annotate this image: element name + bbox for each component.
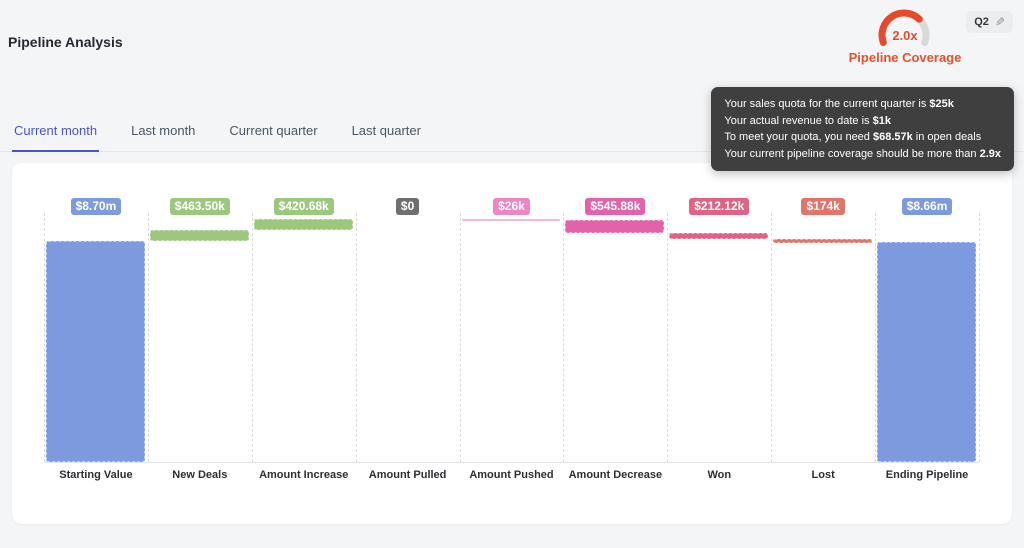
gauge-label: Pipeline Coverage xyxy=(848,50,962,65)
value-badge-slot: $8.70m xyxy=(44,197,148,215)
value-badge: $8.66m xyxy=(901,198,953,215)
waterfall-bar-amount-increase[interactable] xyxy=(253,219,353,230)
waterfall-bar-lost[interactable] xyxy=(773,238,873,244)
value-badge-slot: $174k xyxy=(771,197,875,215)
tab-current-month[interactable]: Current month xyxy=(12,118,100,152)
category-label: Won xyxy=(707,469,732,481)
waterfall-bar-new-deals[interactable] xyxy=(149,229,249,242)
grid-line xyxy=(251,213,253,462)
pipeline-coverage-gauge: 2.0x Pipeline Coverage xyxy=(845,8,965,65)
grid-line xyxy=(771,213,773,462)
value-badge-slot: $463.50k xyxy=(148,197,252,215)
gauge-fill xyxy=(878,9,923,47)
value-badge: $545.88k xyxy=(585,198,646,215)
waterfall-bar-ending-pipeline[interactable] xyxy=(877,242,976,462)
page-title: Pipeline Analysis xyxy=(8,34,123,50)
gauge-arc-icon xyxy=(878,9,930,47)
quarter-label: Q2 xyxy=(974,16,989,28)
waterfall-bar-starting-value[interactable] xyxy=(46,241,145,462)
period-tabs: Current month Last month Current quarter La… xyxy=(0,118,1024,152)
category-label: Amount Decrease xyxy=(568,469,663,481)
waterfall-bar-won[interactable] xyxy=(669,233,769,239)
waterfall-bar-amount-decrease[interactable] xyxy=(565,219,665,234)
pencil-icon: ✎ xyxy=(994,15,1005,29)
tooltip-line-3: To meet your quota, you need $68.57k in … xyxy=(724,131,982,143)
value-badge-slot: $212.12k xyxy=(667,197,771,215)
grid-line xyxy=(355,213,357,462)
value-badge-slot: $26k xyxy=(460,197,564,215)
tab-current-quarter[interactable]: Current quarter xyxy=(229,123,318,138)
grid-line xyxy=(563,213,565,462)
tab-last-month[interactable]: Last month xyxy=(131,123,196,138)
category-label: Amount Pushed xyxy=(469,469,554,481)
grid-line xyxy=(875,213,877,462)
grid-line xyxy=(459,213,461,462)
category-label: Lost xyxy=(811,469,835,481)
tooltip-bold-value: $25k xyxy=(929,98,954,110)
value-badge-slot: $0 xyxy=(356,197,460,215)
value-badge: $8.70m xyxy=(70,198,122,215)
tooltip-bold-value: $1k xyxy=(872,114,891,127)
value-badge: $0 xyxy=(395,198,420,215)
tab-last-quarter[interactable]: Last quarter xyxy=(351,123,421,138)
category-label: New Deals xyxy=(172,469,228,481)
tooltip-bold-value: $68.57k xyxy=(872,131,913,143)
waterfall-chart: $8.70m Starting Value $463.50k New Deals $42… xyxy=(12,163,1012,524)
quota-tooltip: Your sales quota for the current quarter… xyxy=(711,87,1014,171)
category-label: Starting Value xyxy=(59,469,133,481)
category-label: Amount Increase xyxy=(259,469,349,481)
value-badge: $420.68k xyxy=(273,198,334,215)
category-label: Amount Pulled xyxy=(368,469,447,481)
gauge-value: 2.0x xyxy=(892,28,918,43)
quarter-selector-button[interactable]: Q2 ✎ xyxy=(966,11,1013,33)
chart-baseline xyxy=(44,462,979,463)
value-badge-slot: $545.88k xyxy=(563,197,667,215)
tooltip-bold-value: 2.9x xyxy=(979,147,1001,160)
chart-card: $8.70m Starting Value $463.50k New Deals $42… xyxy=(12,163,1012,524)
value-badge: $212.12k xyxy=(689,198,750,215)
value-badge: $174k xyxy=(801,198,845,215)
grid-line xyxy=(44,213,45,462)
value-badge: $463.50k xyxy=(169,198,230,215)
tooltip-line-2: Your actual revenue to date is $1k xyxy=(724,114,891,127)
tooltip-line-4: Your current pipeline coverage should be… xyxy=(724,147,1001,160)
waterfall-bar-amount-pushed[interactable] xyxy=(461,219,561,222)
value-badge-slot: $420.68k xyxy=(252,197,356,215)
tooltip-line-1: Your sales quota for the current quarter… xyxy=(724,98,954,110)
grid-line xyxy=(979,213,980,462)
value-badge: $26k xyxy=(493,198,530,215)
value-badge-slot: $8.66m xyxy=(875,197,979,215)
category-label: Ending Pipeline xyxy=(885,469,969,481)
grid-line xyxy=(147,213,149,462)
grid-line xyxy=(667,213,669,462)
